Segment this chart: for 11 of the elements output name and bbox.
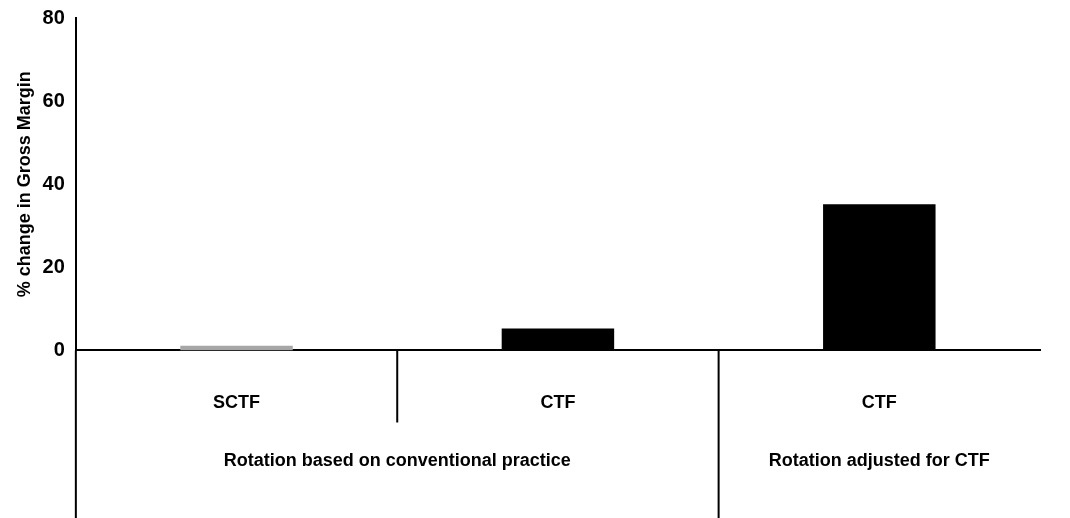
x-tick-label: CTF (861, 392, 897, 413)
y-axis-title: % change in Gross Margin (13, 71, 34, 298)
y-tick-label: 0 (53, 337, 65, 360)
y-tick-label: 60 (42, 88, 65, 111)
x-tick-label: CTF (540, 392, 576, 413)
y-tick-label: 40 (42, 171, 65, 194)
x-tick-label: SCTF (213, 392, 261, 413)
text: Rotation based on conventional practice (223, 450, 571, 471)
text: Rotation adjusted for CTF (768, 450, 990, 471)
y-tick-label: 80 (42, 5, 65, 28)
y-tick-label: 20 (42, 254, 65, 277)
